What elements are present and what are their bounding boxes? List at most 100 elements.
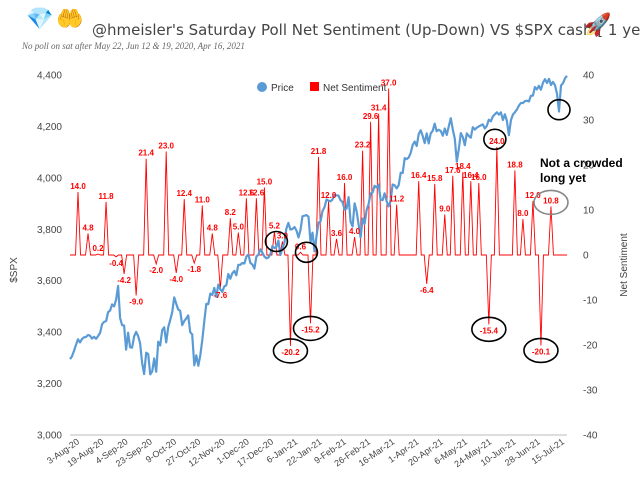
legend-price-label: Price xyxy=(271,83,294,94)
y2-tick-label: -20 xyxy=(583,341,598,352)
sentiment-label: -7.6 xyxy=(213,291,227,300)
sentiment-label: 9.0 xyxy=(439,205,451,214)
y-tick-label: 4,200 xyxy=(37,122,62,133)
sentiment-label: -4.2 xyxy=(117,276,131,285)
sentiment-label: 12.0 xyxy=(525,191,541,200)
sentiment-label: 11.2 xyxy=(389,195,405,204)
y2-tick-label: 30 xyxy=(583,116,595,127)
highlight-circle xyxy=(533,189,569,216)
diamond-icon: 💎 xyxy=(26,6,54,31)
sentiment-label: 24.0 xyxy=(489,137,505,146)
highlight-circles xyxy=(264,98,571,364)
sentiment-label: 3.6 xyxy=(331,229,343,238)
sentiment-label: 14.0 xyxy=(70,182,86,191)
sentiment-label: -4.0 xyxy=(169,275,183,284)
sentiment-label: 15.8 xyxy=(427,174,443,183)
y-tick-label: 3,400 xyxy=(37,328,62,339)
sentiment-label: 16.0 xyxy=(471,173,487,182)
sentiment-label: 23.0 xyxy=(158,142,174,151)
highlight-circle xyxy=(471,316,507,343)
sentiment-label: 4.8 xyxy=(82,223,94,232)
y-tick-label: 4,000 xyxy=(37,173,62,184)
sentiment-label: 12.6 xyxy=(239,188,255,197)
y-axis-label-left: $SPX xyxy=(9,257,20,283)
sentiment-label: 18.4 xyxy=(455,162,471,171)
highlight-circle xyxy=(292,315,329,342)
y-axis-right: -40 -30 -20 -10 0 10 20 30 40 xyxy=(583,71,598,442)
sentiment-label: 4.8 xyxy=(207,223,219,232)
highlight-circle xyxy=(294,241,319,264)
sentiment-series xyxy=(70,88,567,346)
chart-title: @hmeisler's Saturday Poll Net Sentiment … xyxy=(92,21,640,39)
legend-sentiment-label: Net Sentiment xyxy=(323,83,387,94)
sentiment-data-labels: 14.0 4.8 0.2 11.8 -0.4 -4.2 -9.0 21.4 -2.0 23.0 -4… xyxy=(70,79,559,357)
highlight-circle xyxy=(547,98,571,121)
sentiment-label: -6.4 xyxy=(420,286,434,295)
y2-tick-label: -40 xyxy=(583,431,598,442)
highlight-circle xyxy=(264,230,289,253)
sentiment-label: 16.4 xyxy=(463,171,479,180)
sentiment-label: 3.0 xyxy=(277,232,289,241)
y-tick-label: 3,600 xyxy=(37,276,62,287)
price-series xyxy=(69,75,568,376)
y-tick-label: 3,200 xyxy=(37,379,62,390)
sentiment-label: 29.6 xyxy=(363,112,379,121)
y2-tick-label: 20 xyxy=(583,161,595,172)
legend-sentiment-swatch xyxy=(310,82,319,91)
annotation-text: long yet xyxy=(540,171,586,185)
y2-tick-label: 10 xyxy=(583,206,595,217)
sentiment-label: -0.4 xyxy=(109,259,123,268)
sentiment-label: 21.4 xyxy=(138,149,154,158)
highlight-circle xyxy=(483,128,507,151)
sentiment-label: 4.0 xyxy=(349,227,361,236)
sentiment-label: -9.0 xyxy=(129,298,143,307)
sentiment-label: 0.2 xyxy=(92,244,104,253)
header: 💎 🤲 @hmeisler's Saturday Poll Net Sentim… xyxy=(0,0,640,56)
y2-tick-label: 0 xyxy=(583,251,589,262)
sentiment-label: 12.0 xyxy=(321,191,337,200)
hands-icon: 🤲 xyxy=(56,6,84,31)
y-tick-label: 3,000 xyxy=(37,431,62,442)
sentiment-label: 37.0 xyxy=(381,79,397,88)
rocket-icon: 🚀 xyxy=(584,12,612,37)
sentiment-label: 12.4 xyxy=(176,189,192,198)
legend-price-swatch xyxy=(257,82,267,92)
sentiment-label: -1.8 xyxy=(187,265,201,274)
y-tick-label: 4,400 xyxy=(37,71,62,82)
sentiment-label: 5.0 xyxy=(233,223,245,232)
x-axis: 3-Aug-2019-Aug-204-Sep-2023-Sep-209-Oct-… xyxy=(45,434,567,469)
sentiment-label: 17.6 xyxy=(445,166,461,175)
sentiment-label: 21.8 xyxy=(311,147,327,156)
sentiment-label: 5.2 xyxy=(269,222,281,231)
y2-tick-label: -10 xyxy=(583,296,598,307)
sentiment-label: -2.0 xyxy=(149,266,163,275)
sentiment-label: -20.2 xyxy=(281,348,300,357)
sentiment-label: 23.2 xyxy=(355,141,371,150)
y2-tick-label: 40 xyxy=(583,71,595,82)
sentiment-label: -15.2 xyxy=(301,325,320,334)
sentiment-label: 11.0 xyxy=(195,196,211,205)
sentiment-label: 11.8 xyxy=(99,192,115,201)
annotation-text: Not a crowded xyxy=(540,156,623,170)
sentiment-label: 31.4 xyxy=(371,104,387,113)
sentiment-label: 12.6 xyxy=(249,188,265,197)
sentiment-label: 16.4 xyxy=(411,171,427,180)
sentiment-label: 10.8 xyxy=(543,196,559,205)
legend: Price Net Sentiment xyxy=(257,82,387,94)
y-tick-label: 3,800 xyxy=(37,225,62,236)
sentiment-label: 8.2 xyxy=(225,208,237,217)
sentiment-label: 18.8 xyxy=(507,160,523,169)
sentiment-label: -15.4 xyxy=(480,326,499,335)
highlight-circle xyxy=(523,337,559,364)
sentiment-label: 0.6 xyxy=(295,242,307,251)
chart-subtitle: No poll on sat after May 22, Jun 12 & 19… xyxy=(22,41,245,51)
sentiment-label: 8.0 xyxy=(517,209,529,218)
sentiment-label: -20.1 xyxy=(532,347,551,356)
sentiment-label: 15.0 xyxy=(257,178,273,187)
sentiment-label: 16.0 xyxy=(337,173,353,182)
highlight-circle xyxy=(272,338,309,364)
y-axis-label-right: Net Sentiment xyxy=(619,233,630,297)
y-axis-left: 3,000 3,200 3,400 3,600 3,800 4,000 4,200 4,400 xyxy=(37,71,62,442)
